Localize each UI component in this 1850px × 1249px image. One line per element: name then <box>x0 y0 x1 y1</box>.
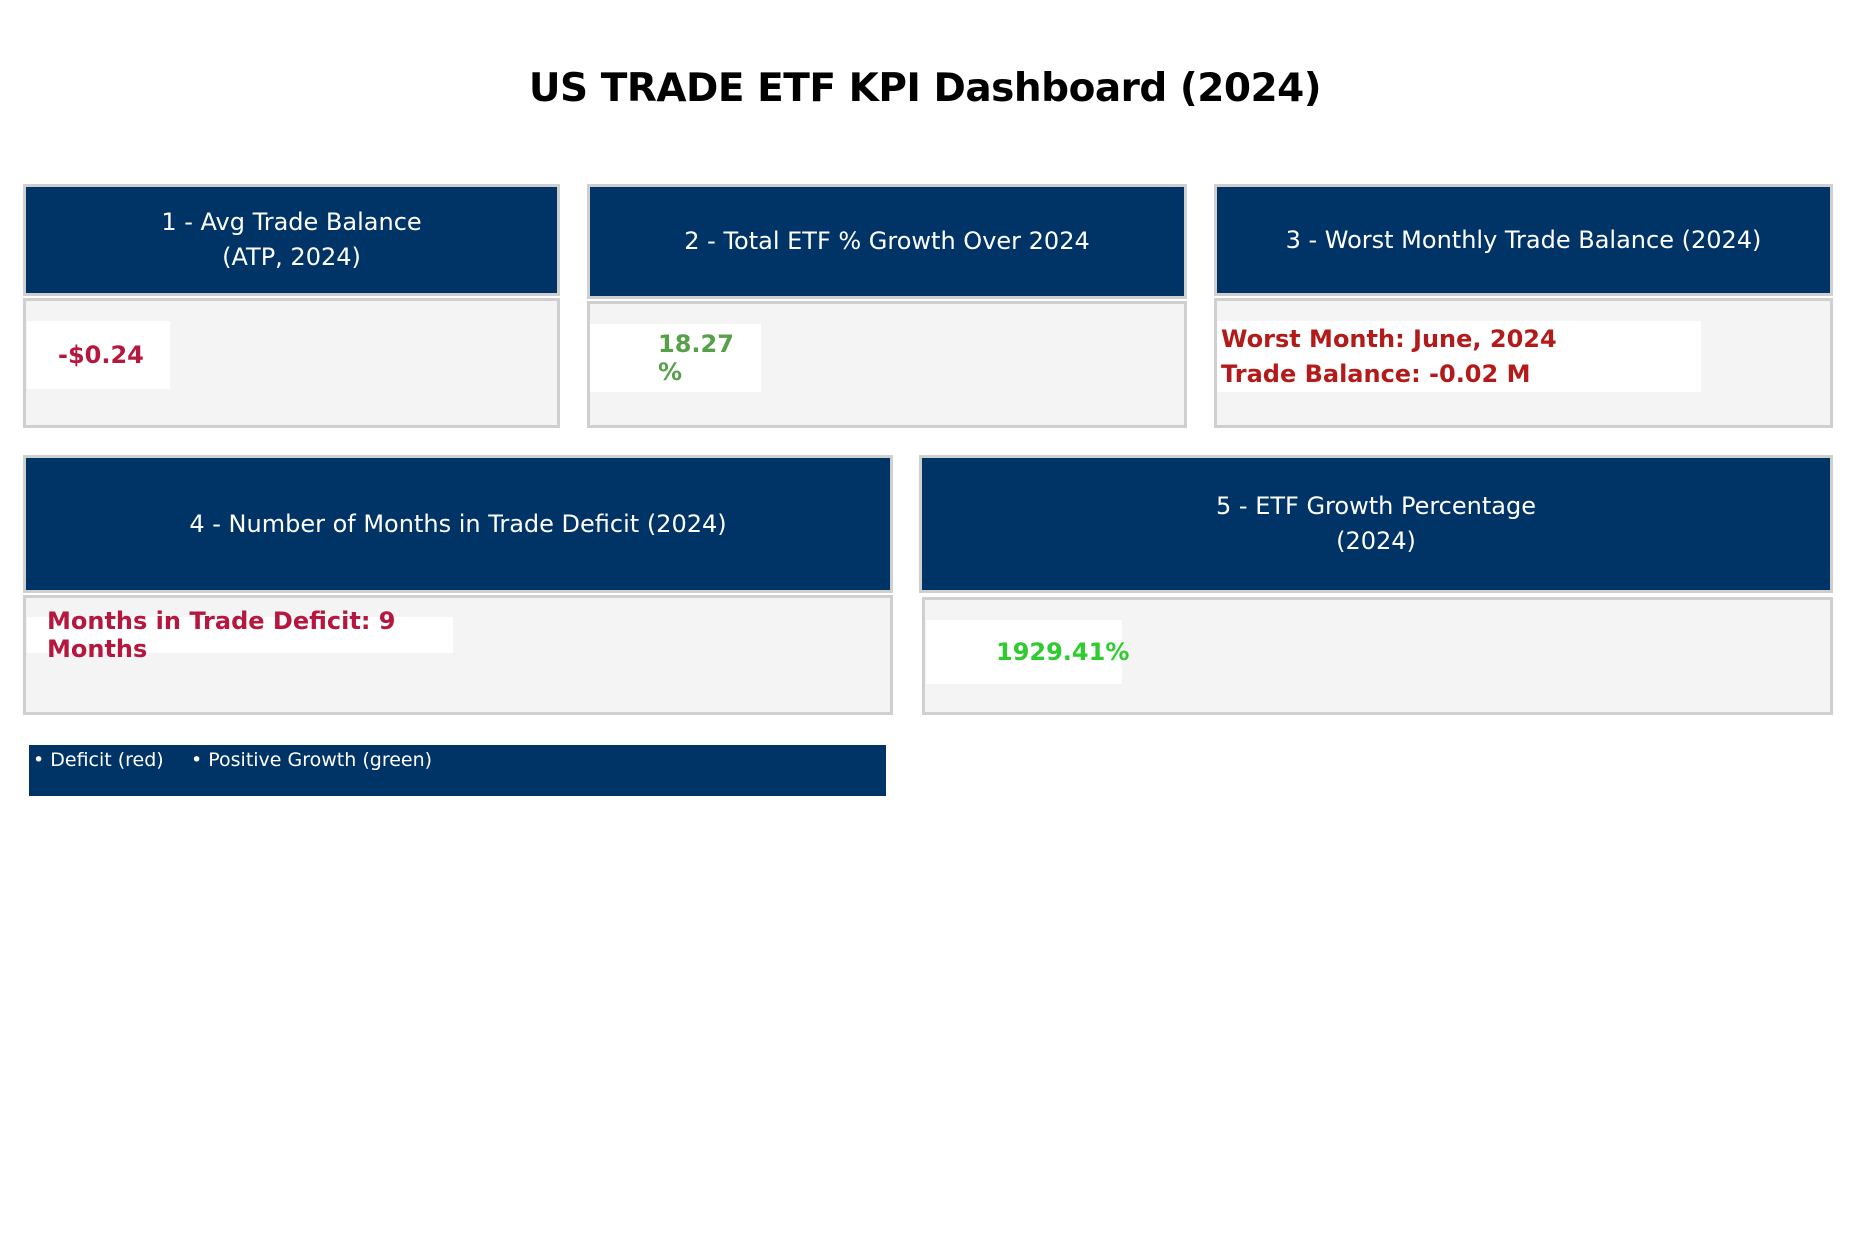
legend-item-deficit: • Deficit (red) <box>33 749 164 771</box>
kpi-value-months-in-deficit: Months in Trade Deficit: 9 Months <box>27 607 453 663</box>
kpi-header-months-in-deficit: 4 - Number of Months in Trade Deficit (2… <box>23 455 893 593</box>
kpi-header-total-etf-growth: 2 - Total ETF % Growth Over 2024 <box>587 184 1187 299</box>
kpi-header-etf-growth-percentage: 5 - ETF Growth Percentage (2024) <box>919 455 1833 593</box>
color-legend: • Deficit (red) • Positive Growth (green… <box>29 745 886 796</box>
legend-item-positive-growth: • Positive Growth (green) <box>191 749 433 771</box>
worst-trade-balance-label: Trade Balance: -0.02 M <box>1221 359 1531 388</box>
kpi-value-avg-trade-balance: -$0.24 <box>27 321 170 389</box>
kpi-value-total-etf-growth: 18.27 % <box>590 324 761 392</box>
kpi-value-etf-growth-percentage: 1929.41% <box>926 620 1129 684</box>
kpi-header-worst-monthly-trade-balance: 3 - Worst Monthly Trade Balance (2024) <box>1214 184 1833 296</box>
kpi-header-avg-trade-balance: 1 - Avg Trade Balance (ATP, 2024) <box>23 184 560 296</box>
kpi-value-worst-monthly-trade-balance: Worst Month: June, 2024 Trade Balance: -… <box>1217 321 1701 392</box>
worst-month-label: Worst Month: June, 2024 <box>1221 324 1557 353</box>
kpi-body-months-in-deficit <box>23 595 893 715</box>
dashboard-title: US TRADE ETF KPI Dashboard (2024) <box>528 66 1322 111</box>
